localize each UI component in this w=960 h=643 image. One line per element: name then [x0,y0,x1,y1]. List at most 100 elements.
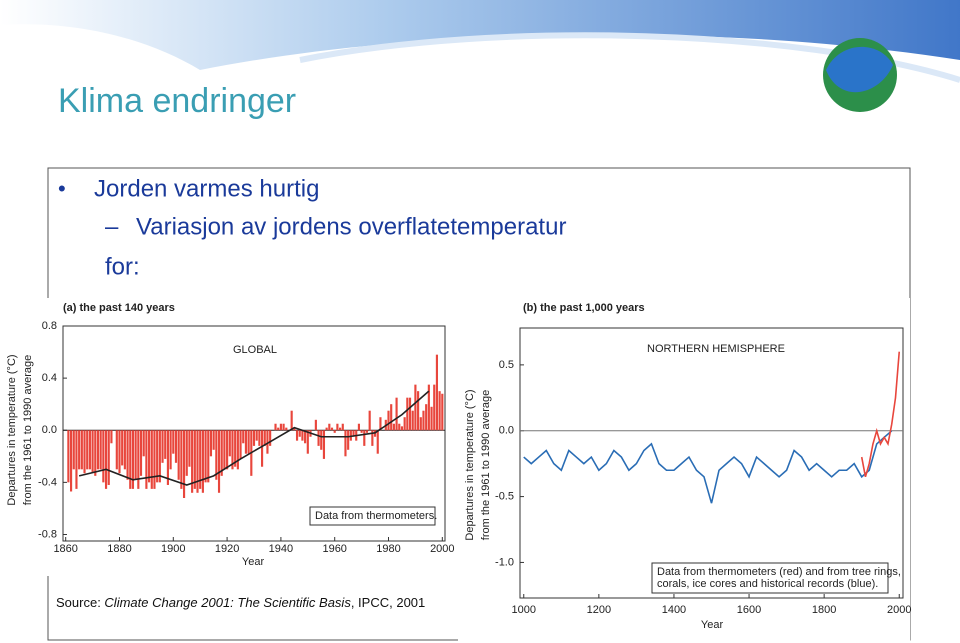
bar [347,430,350,450]
bar [400,426,404,431]
bar [260,430,264,467]
bar [212,430,215,450]
bar [204,430,207,483]
x-tick-label: 2000 [430,543,454,555]
bar [435,354,439,431]
bar [91,430,94,472]
bar [180,430,183,489]
bar [142,430,145,457]
bar [371,430,374,446]
bar [158,430,161,483]
note-text: corals, ice cores and historical records… [657,578,878,590]
x-tick-label: 1920 [215,543,239,555]
bar [169,430,172,470]
bar [172,430,175,454]
bar [110,430,113,444]
y-tick-label: 0.0 [42,424,57,436]
bar [129,430,132,489]
bar [279,423,282,431]
bar [72,430,75,470]
bar [209,430,213,457]
bar [242,430,245,444]
y-axis-label: from the 1961 to 1990 average [480,390,492,540]
bar [438,391,441,431]
bar [107,430,110,485]
bar [131,430,135,489]
bar [387,410,390,431]
bar [156,430,159,483]
chart-title: (b) the past 1,000 years [523,302,645,314]
y-tick-label: -0.8 [38,528,57,540]
bar [282,423,285,431]
bar [411,410,414,431]
bar [376,430,379,454]
bar [406,397,409,431]
x-tick-label: 2000 [887,604,911,616]
bar [266,430,269,454]
bar [255,430,258,441]
bar [75,430,78,489]
bullet: • [58,176,66,201]
y-tick-label: 0.0 [499,425,514,437]
bar [150,430,153,489]
bar [304,430,307,444]
note-text: Data from thermometers (red) and from tr… [657,566,901,578]
bar [78,430,81,470]
bar [403,417,406,431]
bar [96,430,100,470]
bullet-text: Jorden varmes hurtig [94,175,319,202]
bar [104,430,108,489]
sub-bullet: Variasjon av jordens overflatetemperatur [136,213,566,240]
bar [231,430,234,470]
bar [182,430,186,498]
bar [177,430,180,480]
chart: (b) the past 1,000 years 0.5 0.0 -0.5 -1.0 10… [458,298,911,643]
x-tick-label: 1600 [737,604,761,616]
bar [269,430,272,446]
sub-bullet: for: [105,253,140,280]
bar [164,430,167,459]
x-tick-label: 1980 [376,543,400,555]
note-box [651,562,889,594]
bar [322,430,326,459]
bar [379,417,382,431]
bar [94,430,97,476]
y-axis-label: Departures in temperature (°C) [6,354,18,505]
source: Source: Climate Change 2001: The Scienti… [56,595,425,610]
bar [363,430,366,446]
bar [360,430,363,433]
bar [83,430,86,474]
bar [188,430,191,467]
bar [199,430,202,489]
bar [357,423,360,431]
bar [414,384,417,431]
x-tick-label: 1000 [512,604,536,616]
bar [118,430,121,474]
bar [80,430,83,470]
bar [161,430,164,463]
bar [392,423,395,431]
bar [427,384,430,431]
chart: (a) the past 140 years 0.8 0.4 0.0 -0.4 -0.8 1… [0,298,456,576]
bar [306,430,309,454]
bar [217,430,221,493]
x-tick-label: 1880 [107,543,131,555]
bar [433,384,436,431]
annotation: GLOBAL [233,344,277,356]
bar [193,430,196,489]
x-tick-label: 1200 [587,604,611,616]
bar [234,430,237,467]
bar [88,430,91,470]
bar [441,393,444,431]
bar [126,430,129,480]
x-tick-label: 1900 [161,543,185,555]
bar [115,430,118,470]
bar [417,391,420,431]
bar [344,430,347,457]
bar [333,430,336,433]
note-box [309,506,436,526]
bar [336,423,339,431]
bar [185,430,188,476]
bar [408,397,412,431]
